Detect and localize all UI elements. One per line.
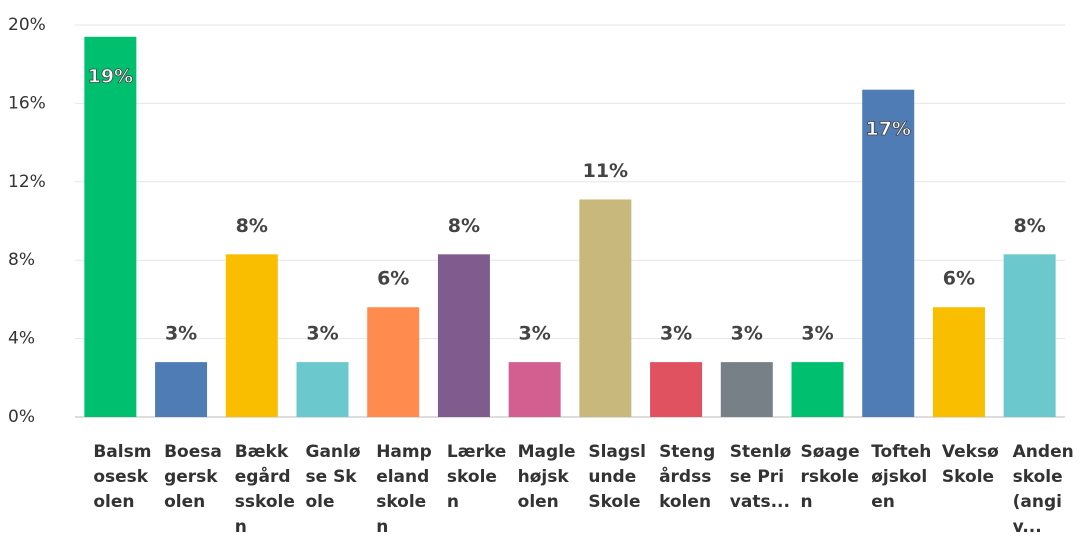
bar xyxy=(437,254,490,417)
bar xyxy=(508,362,561,417)
x-tick-label: Balsmoseskolen xyxy=(93,442,152,512)
data-label: 3% xyxy=(165,323,197,345)
data-label: 8% xyxy=(1014,215,1046,237)
y-tick-label: 12% xyxy=(8,172,46,192)
x-tick-label: Lærkeskolen xyxy=(446,442,507,512)
data-label: 17% xyxy=(865,118,910,140)
x-tick-label: Maglehøjskolen xyxy=(517,442,576,512)
bar xyxy=(932,307,985,417)
bar xyxy=(720,362,773,417)
bar xyxy=(791,362,844,417)
x-tick-label: Veksø Skole xyxy=(941,442,999,487)
data-label: 11% xyxy=(583,160,628,182)
bar xyxy=(367,307,420,417)
bar xyxy=(579,199,632,417)
x-tick-label: Boesagerskolen xyxy=(164,442,222,512)
data-label: 8% xyxy=(448,215,480,237)
x-tick-label: Anden skole (angiv... xyxy=(1012,442,1074,537)
y-tick-label: 20% xyxy=(8,15,46,35)
y-tick-label: 0% xyxy=(8,407,35,427)
data-label: 6% xyxy=(377,268,409,290)
data-label: 3% xyxy=(519,323,551,345)
x-tick-label: Bækkegårdsskolen xyxy=(234,442,295,537)
data-label: 8% xyxy=(236,215,268,237)
data-label: 3% xyxy=(660,323,692,345)
x-tick-label: Stengårdsskolen xyxy=(659,442,716,512)
x-tick-label: Ganløse Skole xyxy=(305,442,361,512)
x-tick-label: Søagerskolen xyxy=(800,442,860,512)
bar xyxy=(650,362,703,417)
data-label: 3% xyxy=(801,323,833,345)
bar xyxy=(155,362,208,417)
bar xyxy=(225,254,278,417)
x-tick-label: Hampelandskolen xyxy=(376,442,432,537)
y-tick-label: 4% xyxy=(8,329,35,349)
data-label: 19% xyxy=(88,65,133,87)
bar xyxy=(84,36,137,417)
x-tick-label: Stenløse Privats... xyxy=(729,442,792,512)
y-tick-label: 8% xyxy=(8,250,35,270)
data-label: 3% xyxy=(731,323,763,345)
data-label: 3% xyxy=(306,323,338,345)
x-tick-label: Toftehøjskolen xyxy=(871,442,932,512)
x-tick-label: Slagslunde Skole xyxy=(588,442,647,512)
bar xyxy=(1003,254,1056,417)
y-tick-label: 16% xyxy=(8,93,46,113)
data-label: 6% xyxy=(943,268,975,290)
bar xyxy=(296,362,349,417)
bar xyxy=(862,89,915,418)
